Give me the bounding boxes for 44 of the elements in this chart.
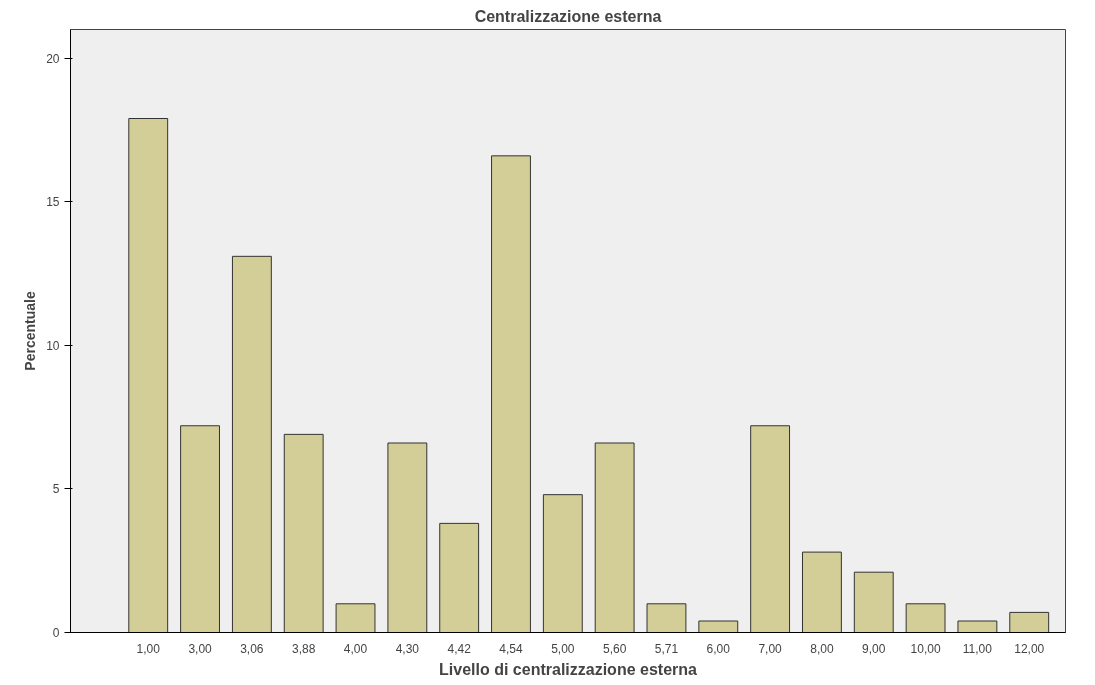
- x-tick-label: 8,00: [810, 641, 834, 656]
- bar: [283, 433, 324, 633]
- x-tick-label: 1,00: [136, 641, 161, 656]
- bar: [802, 551, 842, 633]
- x-tick-label: 5,00: [551, 641, 575, 656]
- bar: [180, 425, 220, 633]
- bar: [646, 603, 687, 633]
- bar: [594, 442, 635, 633]
- bar: [128, 118, 169, 633]
- bar: [439, 522, 480, 633]
- x-tick-label: 11,00: [962, 641, 993, 656]
- bar: [1009, 611, 1050, 633]
- y-tick-label: 15: [46, 195, 60, 210]
- bar: [750, 425, 791, 633]
- x-tick-label: 3,06: [240, 641, 264, 656]
- bar: [335, 603, 376, 633]
- x-tick-label: 4,42: [447, 641, 472, 656]
- bar: [957, 620, 998, 633]
- y-tick-label: 10: [46, 338, 60, 353]
- y-tick-label: 0: [52, 626, 60, 640]
- x-tick-label: 9,00: [862, 641, 886, 656]
- x-tick-label: 10,00: [910, 641, 941, 656]
- bar: [905, 603, 946, 633]
- bar: [231, 255, 272, 633]
- y-tick-label: 20: [46, 51, 60, 66]
- x-tick-label: 5,60: [602, 641, 627, 656]
- x-tick-label: 3,00: [188, 641, 213, 656]
- x-tick-label: 4,54: [499, 641, 523, 656]
- x-tick-label: 3,88: [292, 641, 316, 656]
- bar: [491, 155, 531, 633]
- x-tick-label: 5,71: [654, 641, 679, 656]
- chart-title: Centralizzazione esterna: [474, 7, 662, 25]
- x-tick-label: 7,00: [758, 641, 783, 656]
- x-axis-title: Livello di centralizzazione esterna: [439, 660, 698, 678]
- x-tick-label: 12,00: [1014, 641, 1045, 656]
- bar: [387, 442, 428, 633]
- bar: [698, 620, 739, 633]
- x-tick-label: 4,30: [395, 641, 420, 656]
- y-tick-label: 5: [52, 482, 60, 497]
- bar: [853, 571, 894, 633]
- x-tick-label: 4,00: [343, 641, 368, 656]
- bar: [542, 494, 583, 633]
- y-axis-title: Percentuale: [22, 291, 39, 371]
- x-tick-label: 6,00: [706, 641, 731, 656]
